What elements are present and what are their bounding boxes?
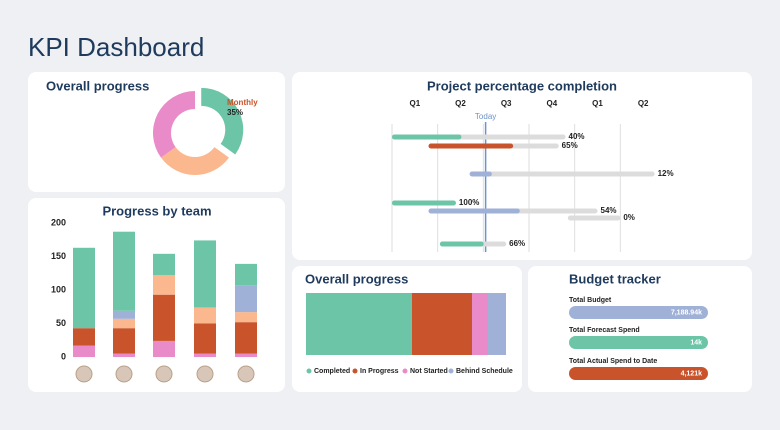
- x-tick-label: Q1: [592, 99, 603, 108]
- value-label: 14k: [690, 339, 702, 346]
- value-label: 35%: [227, 108, 243, 117]
- progress-bar: [469, 171, 492, 177]
- bar-segment: [194, 323, 216, 354]
- avatar: [237, 365, 255, 383]
- avatar: [196, 365, 214, 383]
- avatar: [155, 365, 173, 383]
- bar-segment: [306, 293, 412, 355]
- donut-segment: [161, 147, 229, 175]
- bar-segment: [472, 293, 488, 355]
- bar-segment: [73, 328, 95, 346]
- bar-segment: [235, 263, 257, 286]
- bar-segment: [235, 312, 257, 323]
- value-label: 4,121k: [681, 370, 703, 377]
- y-tick-label: 0: [61, 351, 66, 361]
- donut-segment: [201, 87, 244, 155]
- budget-bar: [569, 336, 708, 349]
- bar-segment: [113, 310, 135, 319]
- bar-segment: [73, 247, 95, 329]
- x-tick-label: Q3: [501, 99, 512, 108]
- legend-label: Behind Schedule: [456, 368, 513, 375]
- x-tick-label: Q1: [409, 99, 420, 108]
- budget-label: Total Actual Spend to Date: [569, 358, 657, 365]
- x-tick-label: Q2: [455, 99, 466, 108]
- avatar: [115, 365, 133, 383]
- bar-segment: [235, 285, 257, 313]
- bar-segment: [194, 353, 216, 357]
- bar-segment: [194, 240, 216, 308]
- value-label: 0%: [623, 213, 635, 222]
- legend-label: Completed: [314, 368, 350, 375]
- budget-label: Total Budget: [569, 297, 612, 304]
- bar-segment: [194, 307, 216, 324]
- y-tick-label: 100: [51, 284, 66, 294]
- bar-segment: [113, 231, 135, 311]
- chart-title: Progress by team: [102, 203, 211, 218]
- legend-swatch: [306, 368, 312, 374]
- y-tick-label: 50: [56, 318, 66, 328]
- legend-label: In Progress: [360, 368, 399, 375]
- bar-segment: [235, 353, 257, 357]
- bar-segment: [153, 294, 175, 341]
- bar-segment: [235, 322, 257, 354]
- x-tick-label: Q4: [546, 99, 557, 108]
- bar-segment: [153, 275, 175, 295]
- budget-bar: [569, 306, 708, 319]
- legend-swatch: [448, 368, 454, 374]
- bar-segment: [73, 345, 95, 357]
- bar-segment: [488, 293, 506, 355]
- y-tick-label: 200: [51, 217, 66, 227]
- bar-segment: [113, 353, 135, 357]
- card: [528, 266, 752, 392]
- chart-title: Project percentage completion: [427, 78, 617, 93]
- segment-label: Monthly: [227, 98, 258, 107]
- bar-segment: [412, 293, 472, 355]
- progress-bar: [428, 208, 520, 214]
- value-label: 66%: [509, 239, 525, 248]
- value-label: 100%: [459, 198, 479, 207]
- budget-label: Total Forecast Spend: [569, 327, 640, 334]
- task-bar: [567, 215, 621, 221]
- y-tick-label: 150: [51, 251, 66, 261]
- page-title: KPI Dashboard: [28, 32, 204, 62]
- avatar: [75, 365, 93, 383]
- budget-bar: [569, 367, 708, 380]
- bar-segment: [153, 253, 175, 276]
- progress-bar: [392, 134, 462, 140]
- legend-swatch: [402, 368, 408, 374]
- card: [292, 72, 752, 260]
- progress-bar: [439, 241, 484, 247]
- bar-segment: [113, 318, 135, 329]
- donut-segment: [153, 91, 195, 158]
- x-tick-label: Q2: [638, 99, 649, 108]
- legend-label: Not Started: [410, 368, 448, 375]
- chart-title: Budget tracker: [569, 271, 661, 286]
- legend-swatch: [352, 368, 358, 374]
- bar-segment: [153, 340, 175, 357]
- progress-bar: [392, 200, 456, 206]
- task-bar: [469, 171, 655, 177]
- value-label: 12%: [658, 169, 674, 178]
- value-label: 40%: [569, 132, 585, 141]
- chart-title: Overall progress: [46, 78, 149, 93]
- value-label: 65%: [562, 141, 578, 150]
- bar-segment: [113, 328, 135, 354]
- progress-bar: [428, 143, 514, 149]
- value-label: 7,188.94k: [671, 309, 702, 316]
- value-label: 54%: [601, 206, 617, 215]
- chart-title: Overall progress: [305, 271, 408, 286]
- today-label: Today: [475, 112, 496, 121]
